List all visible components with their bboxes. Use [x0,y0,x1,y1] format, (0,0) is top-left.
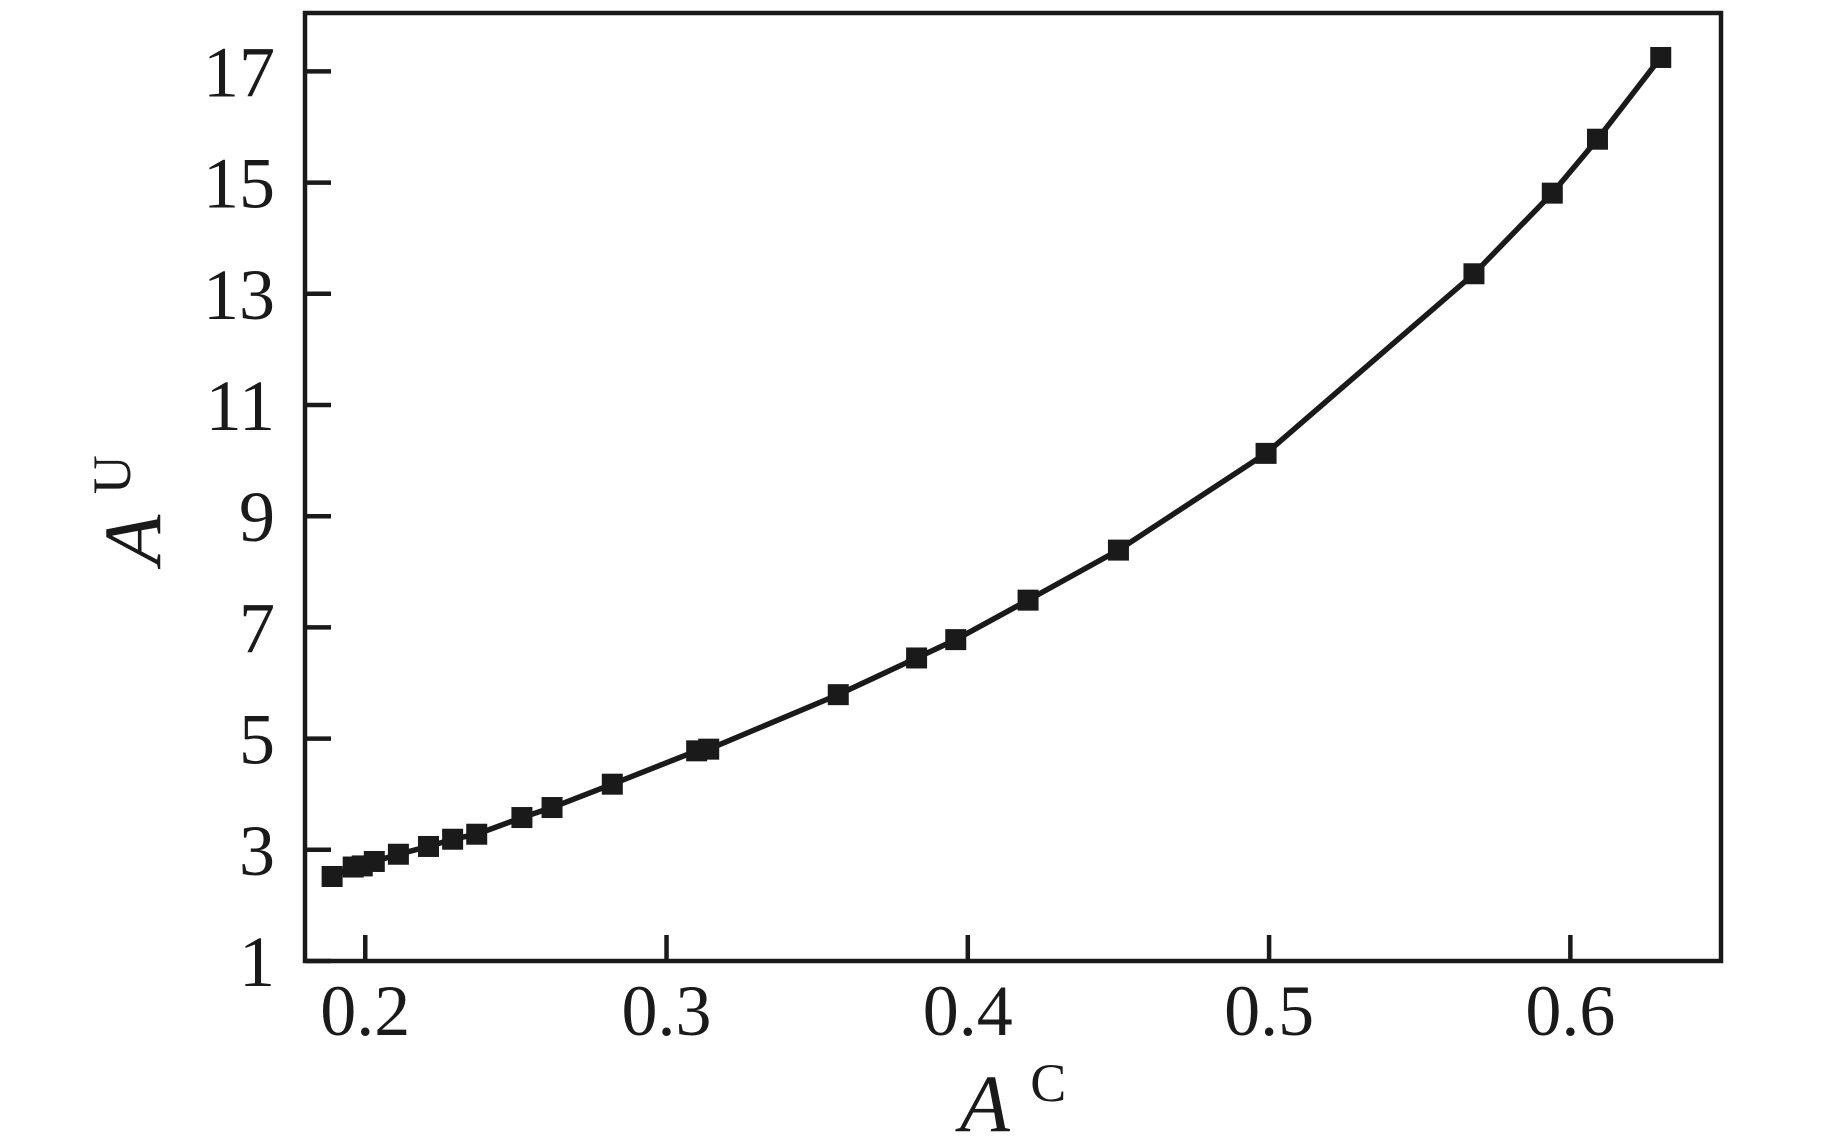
x-axis-tick-labels: 0.2 0.3 0.4 0.5 0.6 [320,971,1615,1051]
y-tick-label: 17 [203,32,275,112]
data-point-marker [442,828,464,850]
data-point-marker [387,843,409,865]
data-point-marker [1255,442,1277,464]
y-axis-label-base: A [87,514,178,570]
x-tick-label: 0.4 [923,971,1013,1051]
data-series [321,46,1672,887]
x-tick-label: 0.2 [320,971,410,1051]
y-tick-label: 3 [239,811,275,891]
x-tick-label: 0.3 [622,971,712,1051]
data-point-marker [511,807,533,829]
x-tick-label: 0.6 [1525,971,1615,1051]
plot-area-border [302,10,1724,964]
data-point-marker [906,647,928,669]
data-point-marker [1541,182,1563,204]
data-series-line [330,55,1663,879]
data-point-marker [945,629,967,651]
data-point-marker [1586,128,1608,150]
x-axis-label-base: A [955,1058,1011,1146]
data-point-marker [827,684,849,706]
y-tick-label: 11 [206,366,275,446]
data-point-marker [601,773,623,795]
data-point-marker [1650,46,1672,68]
y-tick-label: 1 [239,922,275,1002]
x-axis-label-superscript: C [1030,1053,1066,1113]
data-point-marker [363,850,385,872]
data-point-marker [1017,589,1039,611]
data-point-marker [418,835,440,857]
x-tick-label: 0.5 [1224,971,1314,1051]
data-point-marker [1463,263,1485,285]
x-axis-label: A C [955,1053,1067,1146]
y-axis-ticks [305,69,331,964]
y-axis-label: A U [82,455,178,570]
y-tick-label: 13 [203,255,275,335]
y-tick-label: 15 [203,144,275,224]
y-axis-label-superscript: U [82,455,142,494]
data-point-marker [541,797,563,819]
y-tick-label: 5 [239,700,275,780]
y-tick-label: 7 [239,588,275,668]
data-point-marker [321,865,343,887]
y-tick-label: 9 [239,477,275,557]
x-axis-ticks [363,935,1573,961]
data-point-marker [1107,539,1129,561]
data-point-marker [698,738,720,760]
data-point-marker [466,823,488,845]
